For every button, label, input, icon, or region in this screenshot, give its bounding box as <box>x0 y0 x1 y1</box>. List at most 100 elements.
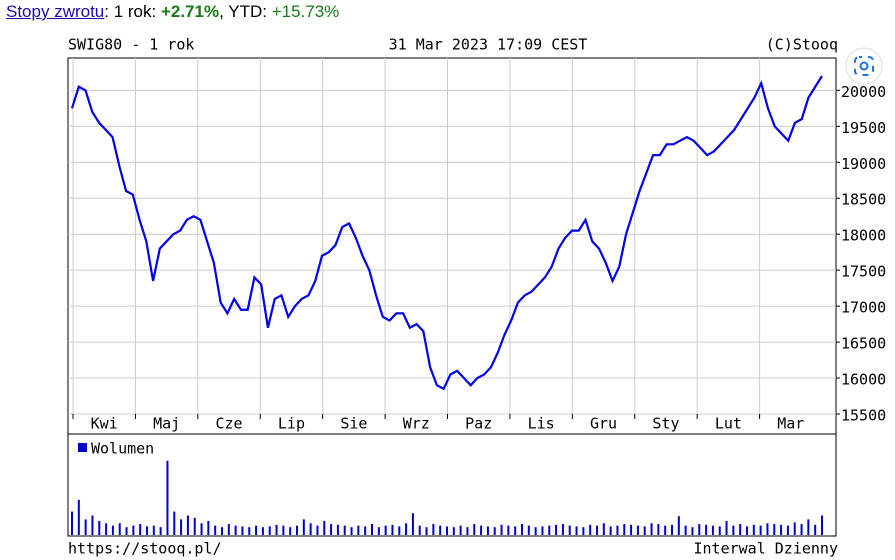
volume-bar <box>548 525 551 535</box>
y-tick-label: 16000 <box>841 371 886 389</box>
volume-bar <box>705 524 708 535</box>
volume-bar <box>480 525 483 535</box>
volume-bar <box>514 526 517 535</box>
x-tick-label: Lut <box>715 415 742 433</box>
y-tick-label: 18000 <box>841 227 886 245</box>
x-tick-label: Cze <box>215 415 242 433</box>
volume-bar <box>343 525 346 535</box>
volume-bar <box>746 526 748 535</box>
volume-bar <box>91 515 94 535</box>
volume-bar <box>336 524 339 535</box>
volume-bar <box>630 524 633 535</box>
volume-bar <box>732 525 735 535</box>
y-tick-label: 17000 <box>841 299 886 317</box>
volume-bar <box>255 525 258 535</box>
volume-bar <box>602 523 605 535</box>
volume-bar <box>357 525 360 535</box>
volume-bar <box>364 526 367 535</box>
volume-bar <box>105 523 108 535</box>
volume-bar <box>527 525 530 535</box>
legend-label: Wolumen <box>91 440 154 458</box>
volume-bar <box>643 526 646 535</box>
volume-bar <box>555 524 558 535</box>
volume-bar <box>711 525 714 535</box>
lens-icon[interactable] <box>845 47 883 85</box>
y-tick-label: 18500 <box>841 191 886 209</box>
volume-bar <box>350 527 353 535</box>
volume-bar <box>146 526 148 535</box>
volume-bar <box>616 525 619 535</box>
volume-bar <box>221 527 223 535</box>
y-tick-label: 19500 <box>841 119 886 137</box>
volume-bar <box>330 524 333 535</box>
footer-interval: Interwal Dzienny <box>694 540 839 558</box>
volume-bar <box>98 520 101 535</box>
volume-bar <box>296 525 298 535</box>
volume-bar <box>241 526 244 535</box>
volume-bar <box>418 525 421 535</box>
volume-bar <box>323 520 326 535</box>
volume-bar <box>425 527 428 535</box>
volume-bar <box>405 523 408 535</box>
x-tick-label: Wrz <box>403 415 430 433</box>
volume-bar <box>173 511 176 535</box>
volume-bar <box>268 526 271 535</box>
volume-bar <box>186 515 189 535</box>
frame <box>67 57 837 537</box>
returns-link[interactable]: Stopy zwrotu <box>6 2 105 21</box>
return-1y: +2.71% <box>160 2 220 21</box>
volume-bar <box>684 525 687 535</box>
volume-bar <box>739 524 742 535</box>
volume-bar <box>650 523 653 535</box>
volume-bar <box>371 524 373 535</box>
volume-bar <box>248 527 251 535</box>
volume-bar <box>200 523 203 535</box>
volume-bar <box>623 524 626 535</box>
volume-bar <box>261 527 264 535</box>
x-tick-label: Sty <box>652 415 679 433</box>
volume-bar <box>84 519 87 535</box>
volume-bar <box>725 520 728 535</box>
y-tick-label: 19000 <box>841 155 886 173</box>
volume-bar <box>759 525 762 535</box>
volume-bar <box>111 525 114 535</box>
volume-bar <box>214 525 217 535</box>
volume-bar <box>582 527 585 535</box>
source: (C)Stooq <box>766 36 838 54</box>
volume-bar <box>282 525 285 535</box>
volume-bar <box>596 525 598 535</box>
volume-bar <box>486 526 489 535</box>
volume-bar <box>459 525 462 535</box>
chart-date: 31 Mar 2023 17:09 CEST <box>389 36 588 54</box>
volume-bar <box>289 527 292 535</box>
y-tick-label: 17500 <box>841 263 886 281</box>
label: , YTD: <box>219 2 272 21</box>
volume-bar <box>152 525 155 535</box>
volume-bar <box>180 519 183 535</box>
volume-bar <box>671 524 673 535</box>
volume-bar <box>159 527 162 535</box>
volume-bar <box>589 524 592 535</box>
volume-bar <box>677 516 680 535</box>
returns-header: Stopy zwrotu: 1 rok: +2.71%, YTD: +15.73… <box>6 2 339 22</box>
volume-bar <box>398 526 401 535</box>
volume-bar <box>561 524 564 535</box>
volume-bar <box>657 524 660 535</box>
volume-bar <box>718 526 721 535</box>
x-tick-label: Lis <box>528 415 555 433</box>
volume-bar <box>664 525 667 535</box>
volume-bar <box>377 527 380 535</box>
volume-bar <box>752 524 755 535</box>
x-tick-label: Mar <box>777 415 804 433</box>
volume-bar <box>821 515 823 535</box>
return-ytd: +15.73% <box>271 2 340 21</box>
volume-bar <box>118 523 121 535</box>
y-tick-label: 20000 <box>841 83 886 101</box>
price-line <box>70 75 823 391</box>
y-tick-label: 15500 <box>841 407 886 425</box>
volume-bar <box>309 523 312 535</box>
volume-bar <box>493 527 496 535</box>
x-tick-label: Paz <box>465 415 492 433</box>
volume-bar <box>534 527 537 535</box>
